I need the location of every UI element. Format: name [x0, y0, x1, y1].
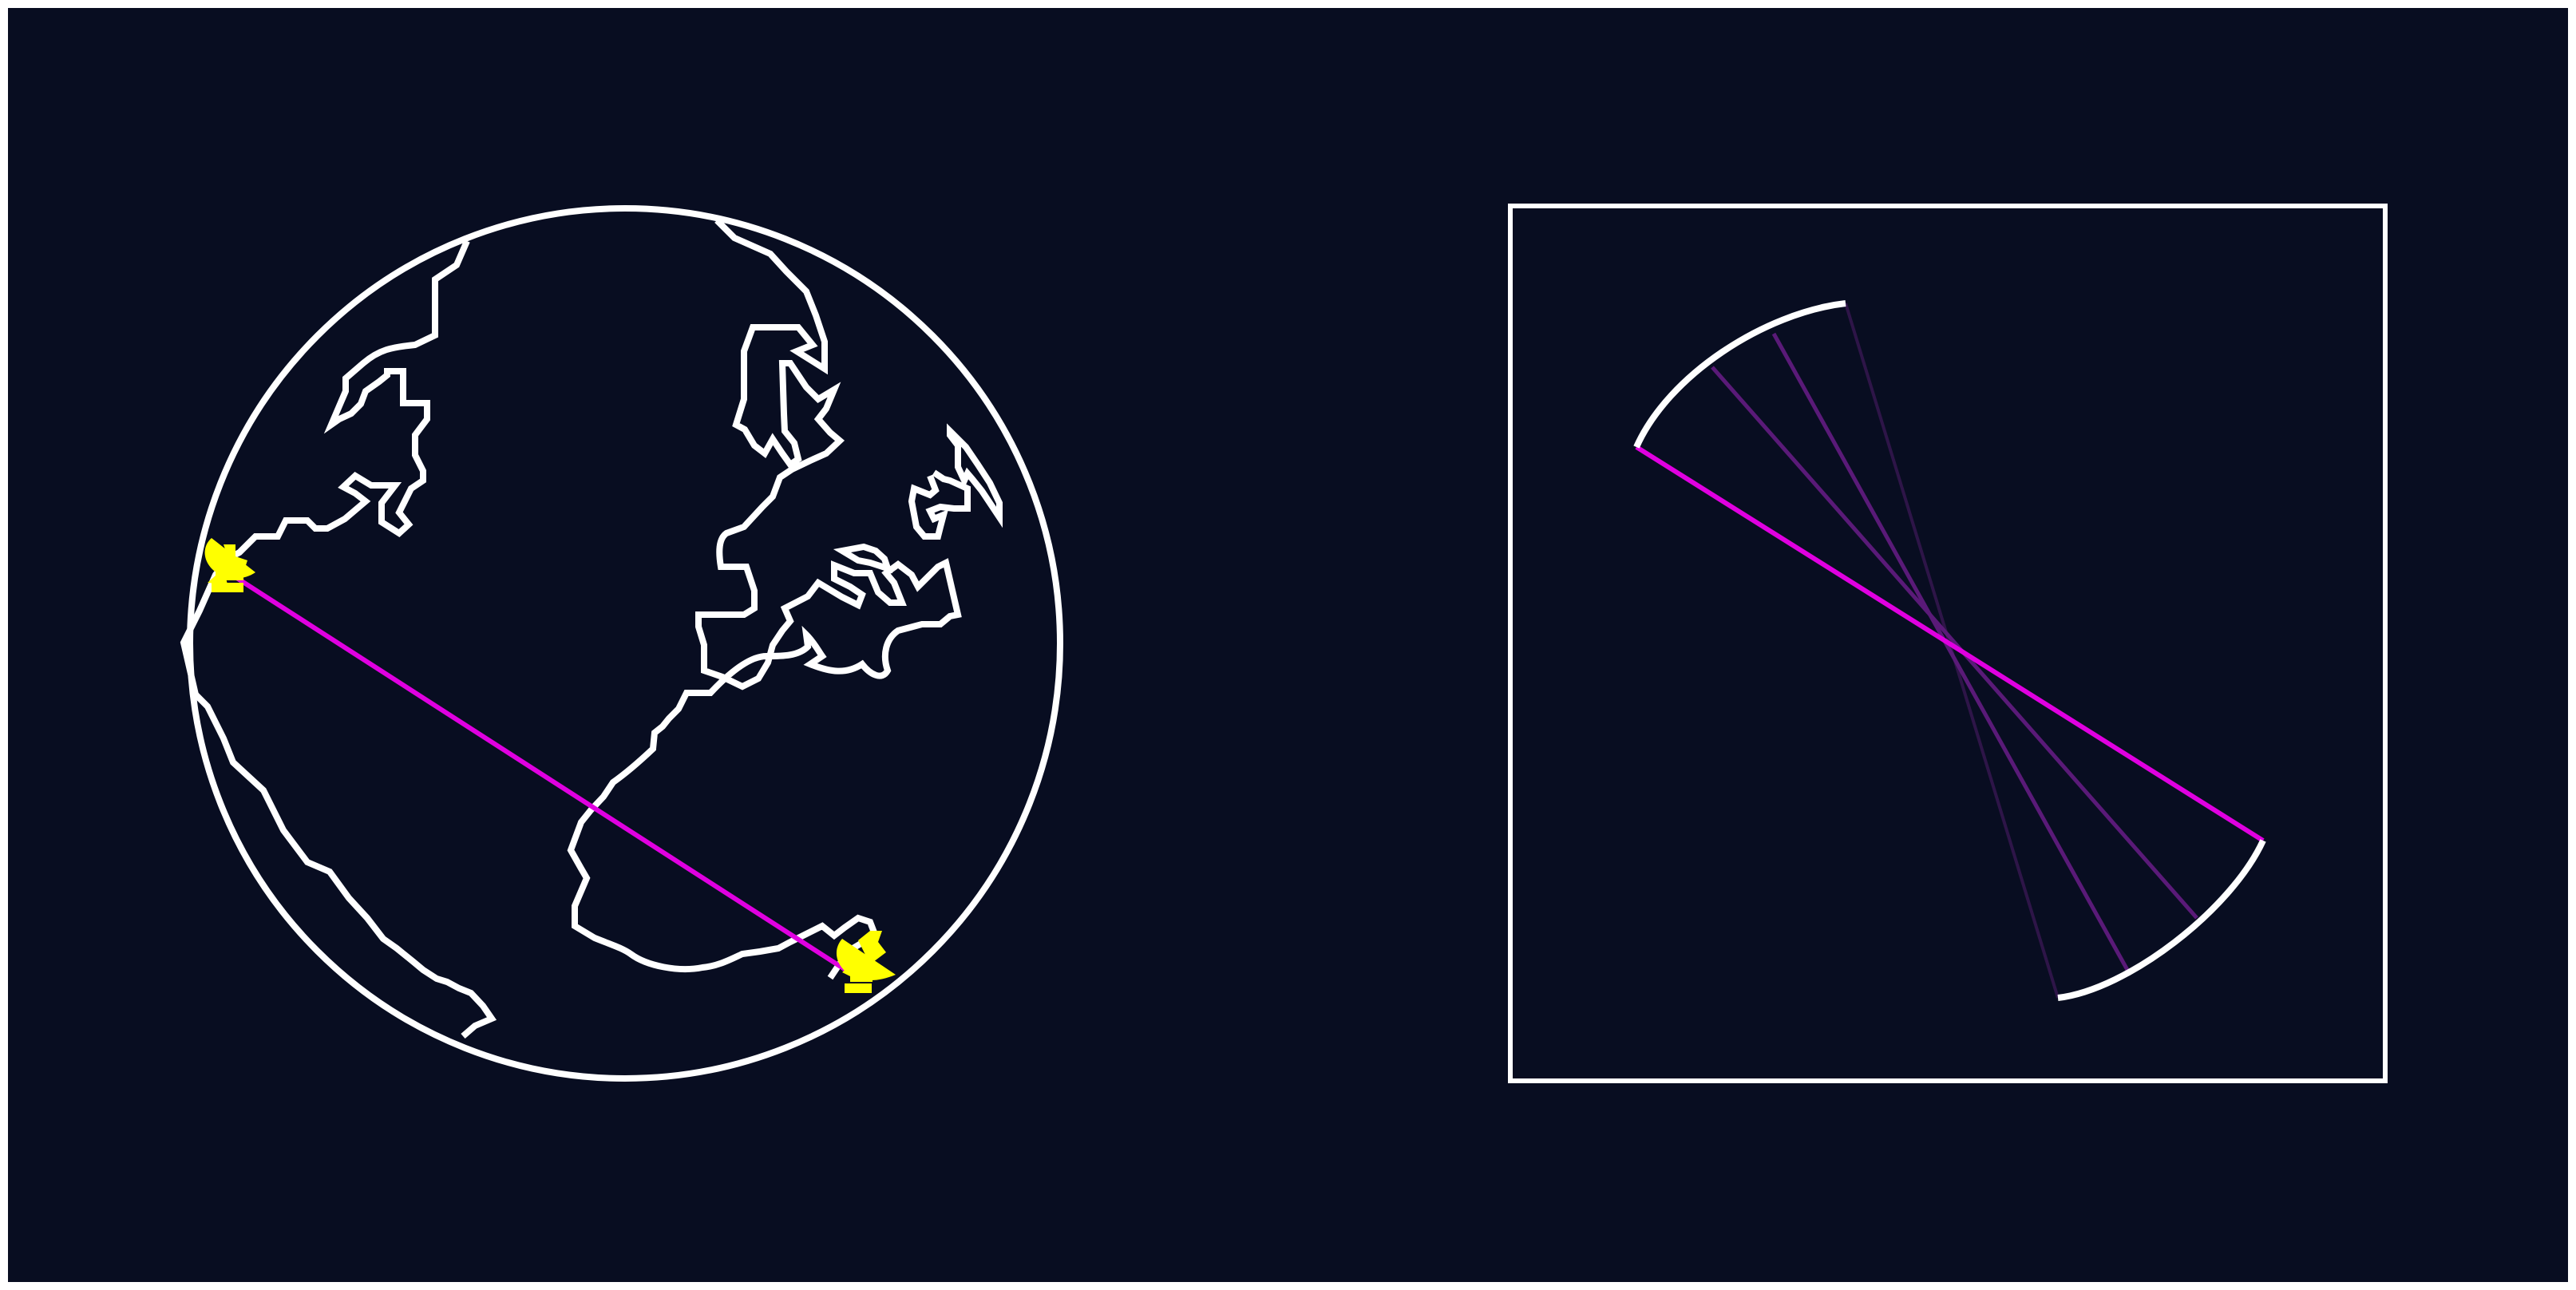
antenna-west [204, 538, 255, 592]
sweep-arc-lower [2057, 839, 2266, 1001]
globe-icon [187, 205, 1063, 1082]
continent-outlines [180, 218, 1003, 1039]
antenna-south-east [836, 931, 896, 993]
iberia-outline [833, 543, 893, 574]
south-america-outline [193, 692, 497, 1039]
sweep-line [1771, 332, 2130, 971]
europe-africa-outline [567, 218, 962, 980]
diagram-background [8, 8, 2568, 1282]
sweep-arc-upper [1633, 300, 1846, 449]
radio-telescope-dish-icon [204, 538, 255, 592]
aperture-panel [1508, 204, 2388, 1083]
baseline-uv-sweep-icon [1633, 300, 2266, 1001]
britain-west-outline [908, 469, 971, 540]
projected-baseline [1635, 445, 2265, 843]
north-america-outline [180, 239, 470, 695]
radio-telescope-dish-icon [836, 931, 896, 993]
earth-globe [180, 205, 1063, 1082]
antenna-baseline [234, 575, 860, 980]
sweep-line [1711, 366, 2198, 920]
british-isles-outline [947, 423, 1003, 528]
panel-frame [1508, 204, 2388, 1083]
